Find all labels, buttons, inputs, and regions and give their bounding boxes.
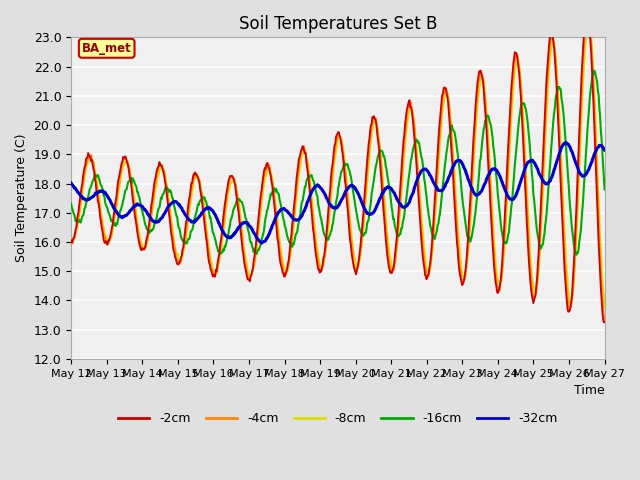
- X-axis label: Time: Time: [574, 384, 605, 397]
- Text: BA_met: BA_met: [82, 42, 132, 55]
- Y-axis label: Soil Temperature (C): Soil Temperature (C): [15, 134, 28, 263]
- Legend: -2cm, -4cm, -8cm, -16cm, -32cm: -2cm, -4cm, -8cm, -16cm, -32cm: [113, 407, 563, 430]
- Title: Soil Temperatures Set B: Soil Temperatures Set B: [239, 15, 437, 33]
